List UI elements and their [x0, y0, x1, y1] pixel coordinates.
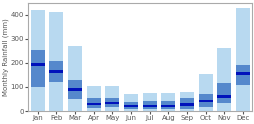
Bar — [123, 102, 137, 109]
Bar — [86, 86, 100, 111]
Bar — [198, 74, 212, 111]
Bar — [49, 61, 63, 82]
Bar — [68, 88, 82, 91]
Bar — [179, 98, 193, 109]
Bar — [105, 102, 119, 104]
Bar — [142, 93, 156, 111]
Bar — [123, 94, 137, 111]
Bar — [86, 103, 100, 105]
Bar — [123, 105, 137, 108]
Bar — [86, 98, 100, 108]
Bar — [30, 10, 44, 111]
Bar — [68, 80, 82, 99]
Bar — [161, 105, 174, 108]
Bar — [179, 103, 193, 106]
Bar — [198, 94, 212, 107]
Bar — [142, 101, 156, 109]
Y-axis label: Monthly Rainfall (mm): Monthly Rainfall (mm) — [3, 18, 9, 96]
Bar — [142, 105, 156, 108]
Bar — [216, 95, 230, 98]
Bar — [49, 12, 63, 111]
Bar — [105, 86, 119, 111]
Bar — [198, 100, 212, 102]
Bar — [179, 92, 193, 111]
Bar — [30, 50, 44, 87]
Bar — [105, 98, 119, 107]
Bar — [216, 83, 230, 103]
Bar — [30, 63, 44, 66]
Bar — [216, 48, 230, 111]
Bar — [235, 72, 249, 75]
Bar — [49, 70, 63, 73]
Bar — [68, 46, 82, 111]
Bar — [235, 65, 249, 85]
Bar — [235, 8, 249, 111]
Bar — [161, 101, 174, 109]
Bar — [161, 93, 174, 111]
